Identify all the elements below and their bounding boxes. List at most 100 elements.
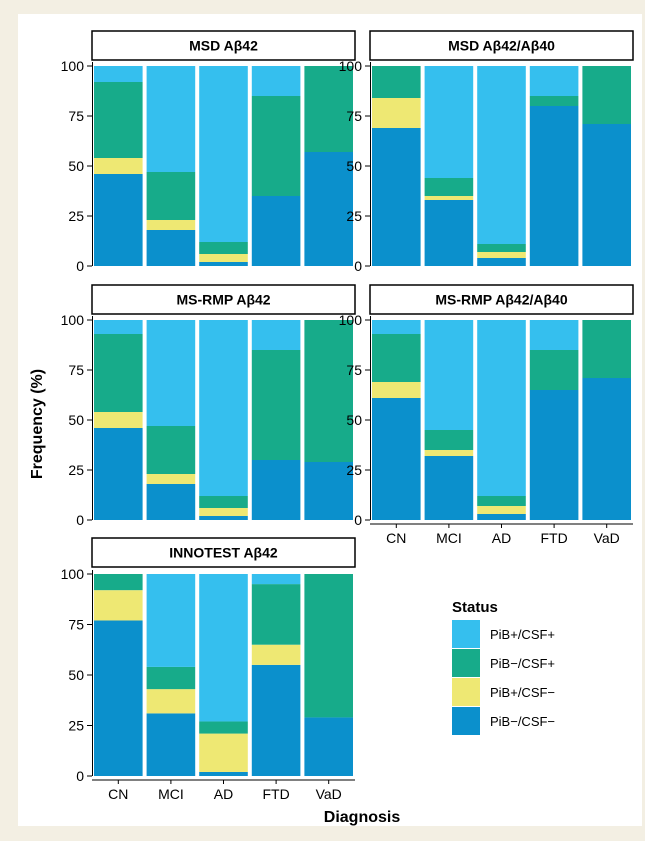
y-tick-label: 0 <box>76 768 84 784</box>
y-tick-label: 0 <box>76 512 84 528</box>
panel-title-innotest-ab42: INNOTEST Aβ42 <box>169 545 278 561</box>
bar-segment-mci-pib-csf <box>424 178 474 196</box>
y-tick-label: 75 <box>68 108 84 124</box>
bar-segment-cn-pib-csf <box>94 428 143 520</box>
y-tick-label: 100 <box>61 312 85 328</box>
panel-title-ms-rmp-ab42: MS-RMP Aβ42 <box>176 292 270 308</box>
bar-segment-vad-pib-csf <box>304 320 353 462</box>
y-tick-label: 25 <box>346 462 362 478</box>
y-tick-label: 100 <box>339 58 363 74</box>
bar-segment-ftd-pib-csf <box>251 66 301 96</box>
y-tick-label: 75 <box>68 362 84 378</box>
y-tick-label: 75 <box>346 362 362 378</box>
bar-segment-mci-pib-csf <box>146 666 196 690</box>
bar-segment-mci-pib-csf <box>424 450 474 456</box>
legend-title: Status <box>452 599 498 616</box>
bar-segment-ad-pib-csf <box>477 506 526 514</box>
bar-segment-mci-pib-csf <box>146 220 196 230</box>
bar-segment-cn-pib-csf <box>372 128 421 266</box>
bar-segment-ad-pib-csf <box>199 508 248 516</box>
panel-header-msd-ab42-ab40 <box>369 30 634 61</box>
x-tick-label-ftd: FTD <box>540 530 567 546</box>
bar-segment-mci-pib-csf <box>146 474 196 484</box>
x-tick-label-ad: AD <box>492 530 511 546</box>
bar-segment-cn-pib-csf <box>94 590 143 621</box>
y-tick-label: 100 <box>61 58 85 74</box>
bar-segment-ftd-pib-csf <box>529 66 579 96</box>
bar-segment-ad-pib-csf <box>477 66 526 244</box>
bar-segment-ftd-pib-csf <box>529 350 579 390</box>
y-tick-label: 75 <box>346 108 362 124</box>
bar-segment-mci-pib-csf <box>424 320 474 430</box>
bar-segment-cn-pib-csf <box>94 620 143 776</box>
bar-segment-ftd-pib-csf <box>251 584 301 645</box>
y-tick-label: 50 <box>346 412 362 428</box>
bar-segment-vad-pib-csf <box>582 378 631 520</box>
panel-title-msd-ab42-ab40: MSD Aβ42/Aβ40 <box>448 38 555 54</box>
x-tick-label-vad: VaD <box>594 530 620 546</box>
bar-segment-ftd-pib-csf <box>251 350 301 460</box>
bar-segment-mci-pib-csf <box>146 484 196 520</box>
bar-segment-ad-pib-csf <box>477 252 526 258</box>
bar-segment-ad-pib-csf <box>477 258 526 266</box>
bar-segment-ftd-pib-csf <box>251 460 301 520</box>
legend-swatch-pib-csf <box>452 649 480 677</box>
panel-title-ms-rmp-ab42-ab40: MS-RMP Aβ42/Aβ40 <box>435 292 567 308</box>
bar-segment-ftd-pib-csf <box>529 320 579 350</box>
bar-segment-cn-pib-csf <box>94 334 143 412</box>
bar-segment-cn-pib-csf <box>372 334 421 382</box>
panel-header-msd-ab42 <box>91 30 356 61</box>
panel-ms-rmp-ab42: MS-RMP Aβ42 0 25 50 75 100 <box>61 284 356 528</box>
bar-segment-ad-pib-csf <box>199 771 248 776</box>
legend-swatch-pib-csf <box>452 707 480 735</box>
bar-segment-ad-pib-csf <box>199 574 248 722</box>
y-tick-label: 100 <box>339 312 363 328</box>
bar-segment-mci-pib-csf <box>146 172 196 220</box>
legend-swatch-pib-csf <box>452 620 480 648</box>
bar-segment-mci-pib-csf <box>146 66 196 172</box>
bar-segment-cn-pib-csf <box>372 66 421 98</box>
bar-segment-vad-pib-csf <box>304 66 353 152</box>
y-tick-label: 50 <box>68 412 84 428</box>
legend: Status PiB+/CSF+ PiB−/CSF+ PiB+/CSF− PiB−/CS… <box>452 599 555 735</box>
x-tick-label-cn: CN <box>386 530 406 546</box>
bar-segment-ftd-pib-csf <box>251 664 301 776</box>
bar-segment-cn-pib-csf <box>94 158 143 174</box>
bar-segment-mci-pib-csf <box>146 574 196 667</box>
bar-segment-ad-pib-csf <box>477 244 526 252</box>
y-axis-title: Frequency (%) <box>29 369 46 479</box>
panel-header-ms-rmp-ab42-ab40 <box>369 284 634 315</box>
bar-segment-mci-pib-csf <box>424 430 474 450</box>
y-tick-label: 0 <box>76 258 84 274</box>
bar-segment-ad-pib-csf <box>199 516 248 520</box>
bar-segment-mci-pib-csf <box>146 713 196 776</box>
bar-segment-mci-pib-csf <box>146 320 196 426</box>
bar-segment-cn-pib-csf <box>372 398 421 520</box>
x-tick-label-ftd: FTD <box>262 786 289 802</box>
panel-ms-rmp-ab42-ab40: MS-RMP Aβ42/Aβ40 0 25 50 75 100 CN MCI AD FTD VaD <box>339 284 634 546</box>
y-tick-label: 25 <box>68 462 84 478</box>
bar-segment-vad-pib-csf <box>582 124 631 266</box>
y-tick-label: 25 <box>68 718 84 734</box>
bar-segment-vad-pib-csf <box>582 320 631 378</box>
bar-segment-ftd-pib-csf <box>251 196 301 266</box>
panel-msd-ab42: MSD Aβ42 0 25 50 75 100 <box>61 30 356 274</box>
y-tick-label: 50 <box>68 158 84 174</box>
bar-segment-cn-pib-csf <box>94 66 143 82</box>
bar-segment-cn-pib-csf <box>372 98 421 128</box>
bar-segment-ftd-pib-csf <box>251 574 301 585</box>
panel-msd-ab42-ab40: MSD Aβ42/Aβ40 0 25 50 75 100 <box>339 30 634 274</box>
bar-segment-ad-pib-csf <box>199 262 248 266</box>
legend-label-pib-csf: PiB−/CSF+ <box>490 656 555 671</box>
bar-segment-cn-pib-csf <box>94 82 143 158</box>
bar-segment-vad-pib-csf <box>304 462 353 520</box>
x-tick-label-vad: VaD <box>316 786 342 802</box>
y-tick-label: 75 <box>68 617 84 633</box>
y-tick-label: 100 <box>61 566 85 582</box>
x-tick-label-mci: MCI <box>436 530 462 546</box>
bar-segment-ad-pib-csf <box>199 242 248 254</box>
bar-segment-ftd-pib-csf <box>251 644 301 665</box>
panel-header-innotest-ab42 <box>91 537 356 568</box>
panel-title-msd-ab42: MSD Aβ42 <box>189 38 258 54</box>
